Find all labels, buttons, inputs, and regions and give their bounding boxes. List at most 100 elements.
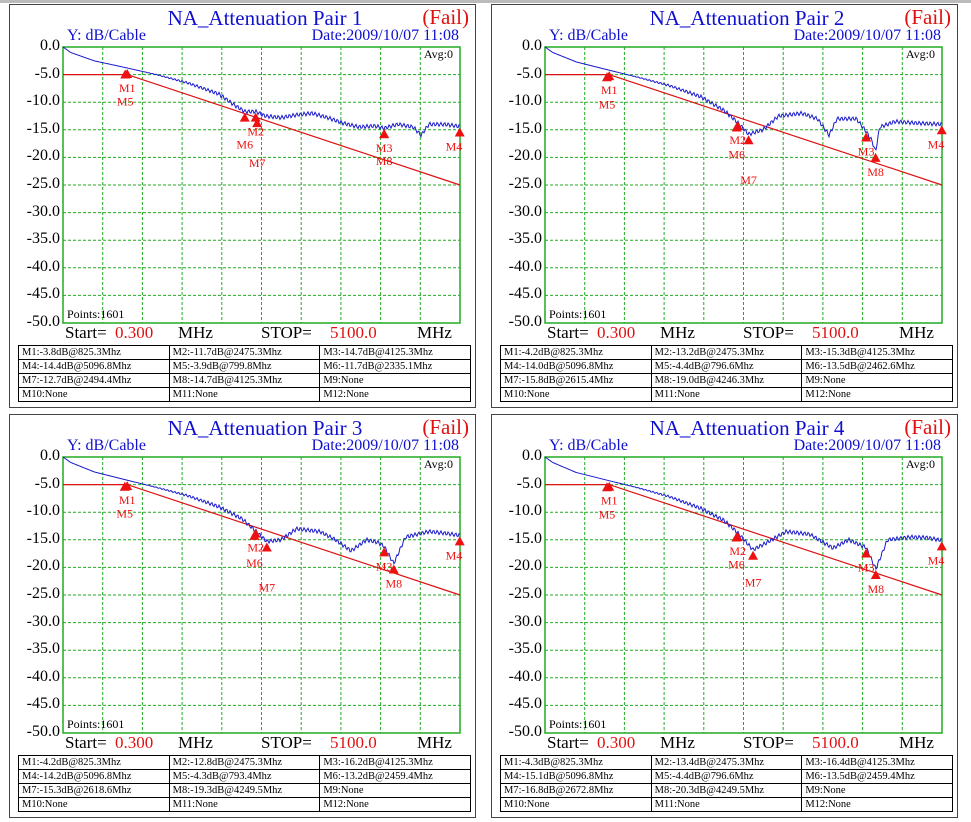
y-tick-label: -40.0 [26, 667, 60, 685]
marker-cell: M9:None [801, 783, 953, 798]
marker-label: M3 [858, 144, 875, 158]
marker-cell: M12:None [801, 387, 953, 402]
start-label: Start= [547, 733, 589, 752]
window-top-edge [0, 0, 971, 3]
points-label: Points:1601 [67, 717, 125, 731]
y-tick-label: -15.0 [26, 119, 60, 137]
stop-label: STOP= [743, 733, 794, 752]
marker-cell: M7:-15.3dB@2618.6Mhz [18, 783, 170, 798]
marker-table-row: M7:-15.3dB@2618.6Mhz M8:-19.3dB@4249.5Mhz… [18, 783, 471, 798]
marker-label: M8 [867, 582, 884, 596]
marker-triangle [936, 541, 947, 551]
marker-label: M1 [119, 493, 136, 507]
avg-label: Avg:0 [423, 47, 453, 61]
marker-label: M1 [601, 494, 618, 508]
y-axis-label: Y: dB/Cable [549, 27, 628, 44]
marker-cell: M2:-11.7dB@2475.3Mhz [168, 345, 321, 360]
y-tick-label: -15.0 [508, 119, 542, 137]
marker-label: M7 [258, 580, 275, 594]
marker-table: M1:-4.2dB@825.3Mhz M2:-12.8dB@2475.3Mhz M3… [18, 755, 471, 812]
marker-label: M1 [119, 81, 136, 95]
y-tick-label: -50.0 [508, 723, 542, 740]
stop-unit: MHz [899, 733, 934, 752]
marker-label: M4 [446, 548, 463, 562]
y-tick-label: -20.0 [508, 147, 542, 165]
marker-label: M8 [385, 577, 402, 591]
marker-table-row: M10:None M11:None M12:None [18, 797, 471, 812]
marker-triangle [379, 547, 390, 557]
marker-cell: M10:None [500, 387, 652, 402]
avg-label: Avg:0 [423, 457, 453, 471]
y-tick-label: -45.0 [508, 695, 542, 713]
marker-triangle [120, 69, 131, 79]
marker-triangle [601, 482, 612, 492]
chart-panel-4: NA_Attenuation Pair 4 (Fail) Y: dB/Cable Da… [491, 414, 958, 818]
marker-cell: M1:-4.2dB@825.3Mhz [500, 345, 652, 360]
marker-triangle [388, 564, 399, 574]
marker-cell: M6:-13.2dB@2459.4Mhz [319, 769, 471, 784]
y-axis-label: Y: dB/Cable [67, 27, 146, 44]
avg-label: Avg:0 [905, 457, 935, 471]
marker-cell: M2:-13.4dB@2475.3Mhz [650, 755, 803, 770]
marker-triangle [454, 536, 465, 546]
marker-cell: M6:-13.5dB@2459.4Mhz [801, 769, 953, 784]
marker-label: M1 [601, 83, 618, 97]
start-label: Start= [65, 733, 107, 752]
y-tick-label: -15.0 [26, 529, 60, 547]
marker-table-row: M4:-14.0dB@5096.8Mhz M5:-4.4dB@796.6Mhz M6… [500, 359, 953, 374]
status-fail: (Fail) [904, 415, 951, 439]
marker-label: M6 [236, 138, 253, 152]
points-label: Points:1601 [549, 717, 607, 731]
marker-cell: M10:None [500, 797, 652, 812]
marker-triangle [870, 152, 881, 162]
marker-triangle [249, 530, 260, 540]
marker-label: M5 [599, 97, 616, 111]
frequency-range-row: Start= 0.300 MHz STOP= 5100.0 MHz [65, 323, 465, 343]
chart-panel-2: NA_Attenuation Pair 2 (Fail) Y: dB/Cable Da… [491, 4, 958, 408]
chart-title: NA_Attenuation Pair 1 [167, 6, 363, 30]
measurement-trace [62, 456, 461, 565]
marker-cell: M7:-16.8dB@2672.8Mhz [500, 783, 652, 798]
marker-label: M6 [728, 148, 745, 162]
start-unit: MHz [660, 323, 695, 342]
stop-unit: MHz [899, 323, 934, 342]
y-tick-label: -10.0 [26, 92, 60, 110]
marker-triangle [731, 122, 742, 132]
marker-cell: M6:-13.5dB@2462.6Mhz [801, 359, 953, 374]
stop-value: 5100.0 [812, 733, 859, 752]
y-tick-label: 0.0 [40, 37, 60, 54]
marker-cell: M3:-14.7dB@4125.3Mhz [319, 345, 471, 360]
stop-value: 5100.0 [330, 323, 377, 342]
marker-triangle [861, 132, 872, 142]
y-tick-label: -25.0 [508, 585, 542, 602]
y-tick-label: -35.0 [508, 230, 542, 248]
marker-table-row: M10:None M11:None M12:None [500, 387, 953, 402]
marker-cell: M7:-15.8dB@2615.4Mhz [500, 373, 652, 388]
marker-cell: M9:None [801, 373, 953, 388]
y-tick-label: -30.0 [26, 202, 60, 220]
date-label: Date:2009/10/07 11:08 [311, 437, 459, 454]
status-fail: (Fail) [904, 5, 951, 29]
y-tick-label: -5.0 [34, 474, 60, 492]
marker-table-row: M1:-4.2dB@825.3Mhz M2:-13.2dB@2475.3Mhz M3… [500, 345, 953, 360]
marker-cell: M12:None [319, 797, 471, 812]
stop-value: 5100.0 [812, 323, 859, 342]
marker-cell: M9:None [319, 373, 471, 388]
start-value: 0.300 [115, 323, 154, 342]
marker-cell: M3:-16.4dB@4125.3Mhz [801, 755, 953, 770]
start-value: 0.300 [597, 733, 636, 752]
marker-triangle [601, 72, 612, 82]
y-tick-label: -45.0 [508, 285, 542, 303]
start-unit: MHz [660, 733, 695, 752]
chart-panel-1: NA_Attenuation Pair 1 (Fail) Y: dB/Cable Da… [9, 4, 476, 408]
marker-label: M6 [246, 556, 263, 570]
start-label: Start= [547, 323, 589, 342]
marker-table-row: M10:None M11:None M12:None [18, 387, 471, 402]
y-tick-label: -30.0 [508, 202, 542, 220]
y-tick-label: -20.0 [26, 147, 60, 165]
y-tick-label: -30.0 [26, 612, 60, 630]
marker-triangle [861, 548, 872, 558]
marker-cell: M3:-15.3dB@4125.3Mhz [801, 345, 953, 360]
marker-triangle [250, 112, 261, 122]
marker-triangle [239, 112, 250, 122]
